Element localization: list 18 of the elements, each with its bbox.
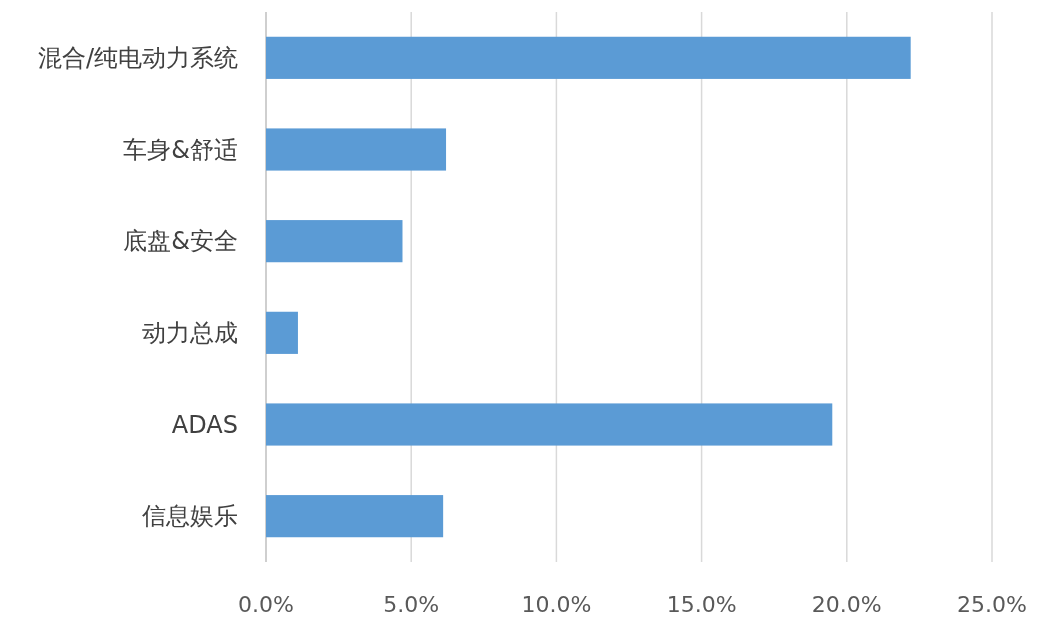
x-tick-label: 20.0% — [811, 592, 882, 617]
x-tick-label: 5.0% — [383, 592, 440, 617]
x-tick-label: 10.0% — [521, 592, 592, 617]
bar — [266, 495, 444, 538]
y-tick-label: 动力总成 — [142, 318, 238, 347]
y-tick-label: 信息娱乐 — [142, 502, 238, 531]
y-tick-label: 底盘&安全 — [123, 227, 238, 256]
y-tick-label: ADAS — [171, 410, 238, 439]
y-tick-label: 车身&舒适 — [123, 135, 238, 164]
bar — [266, 403, 833, 446]
bar — [266, 128, 447, 171]
bar — [266, 220, 403, 263]
x-tick-label: 25.0% — [957, 592, 1027, 617]
bar — [266, 311, 298, 354]
y-tick-label: 混合/纯电动力系统 — [37, 43, 238, 72]
x-tick-label: 0.0% — [238, 592, 294, 617]
bar — [266, 36, 911, 79]
x-tick-label: 15.0% — [666, 592, 737, 617]
